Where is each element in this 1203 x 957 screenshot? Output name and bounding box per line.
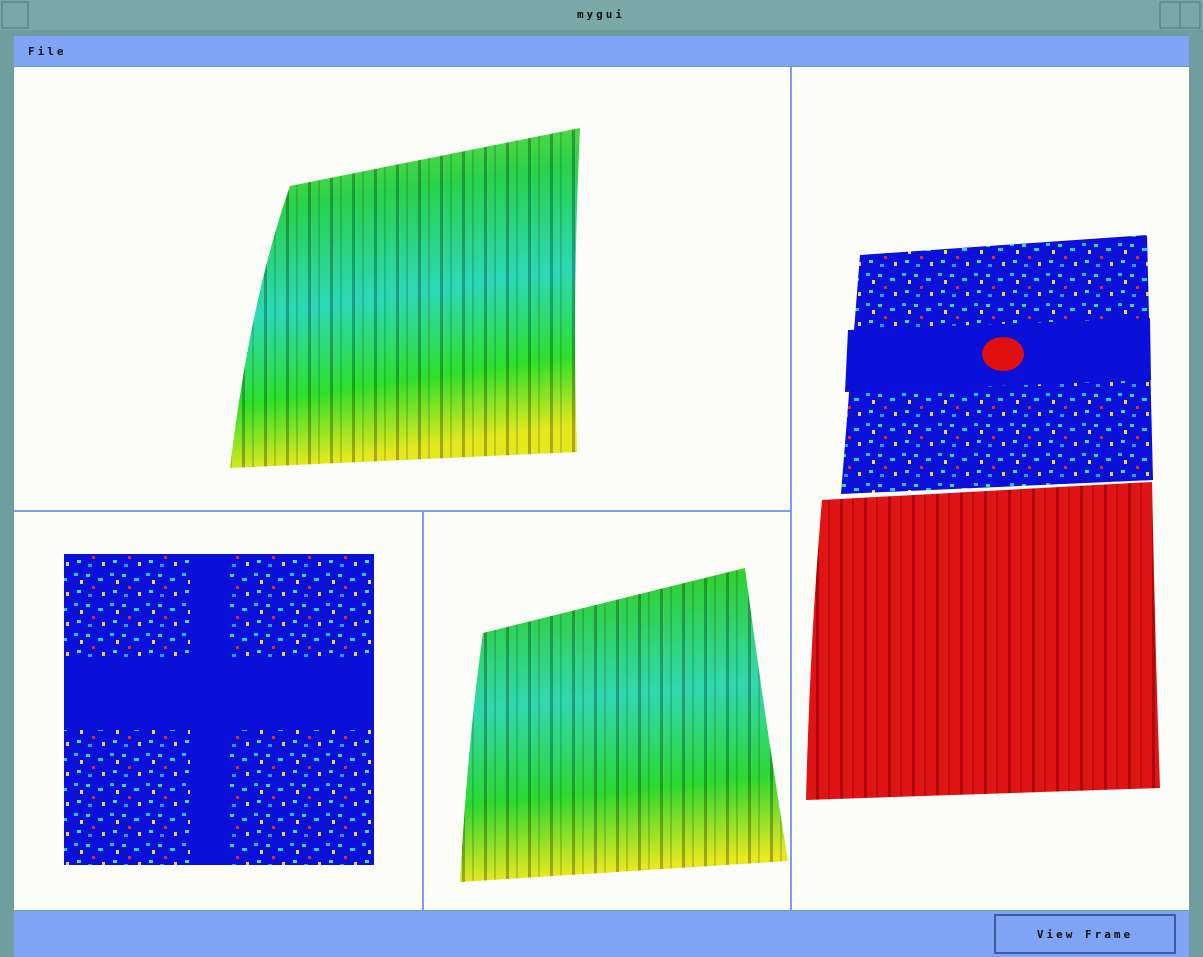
surface-view	[806, 235, 1160, 800]
image-view	[64, 554, 374, 865]
menu-item[interactable]: File	[28, 45, 67, 58]
window: mygui File View Frame	[0, 0, 1203, 957]
menu-bar	[14, 36, 1189, 66]
button-label[interactable]: View Frame	[1037, 928, 1133, 941]
window-title: mygui	[577, 8, 625, 21]
page: mygui File View Frame (() => { const dat…	[0, 0, 1203, 957]
